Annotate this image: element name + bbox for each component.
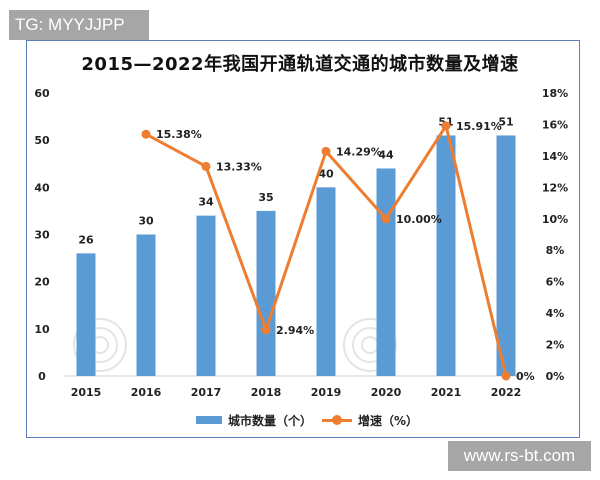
bar xyxy=(316,187,336,376)
right-axis-tick: 10% xyxy=(542,213,568,226)
bar-value-label: 44 xyxy=(378,148,394,161)
right-axis-tick: 0% xyxy=(546,370,565,383)
left-axis-tick: 20 xyxy=(34,276,50,289)
bar-value-label: 35 xyxy=(258,191,273,204)
right-axis-tick: 6% xyxy=(546,276,565,289)
x-axis-tick: 2017 xyxy=(191,386,222,399)
legend-line-swatch-icon xyxy=(322,414,353,426)
bar xyxy=(436,135,456,376)
right-y-axis: 0% 2% 4% 6% 8% 10% 12% 14% 16% 18% xyxy=(542,87,568,383)
right-axis-tick: 8% xyxy=(546,244,565,257)
bar-value-label: 26 xyxy=(78,233,94,246)
right-axis-tick: 14% xyxy=(542,150,568,163)
bar xyxy=(76,253,96,376)
chart-frame xyxy=(26,40,580,438)
right-axis-tick: 16% xyxy=(542,118,568,131)
watermark-tag-bottom: www.rs-bt.com xyxy=(448,441,591,471)
bar xyxy=(376,168,396,376)
bar-value-label: 40 xyxy=(318,167,334,180)
line-value-label: 13.33% xyxy=(216,160,262,173)
line-marker xyxy=(201,161,211,171)
watermark-tag-top: TG: MYYJJPP xyxy=(9,10,149,40)
x-axis-tick: 2018 xyxy=(251,386,282,399)
chart-legend: 城市数量（个） 增速（%） xyxy=(196,410,418,430)
line-value-label: 15.91% xyxy=(456,120,502,133)
left-axis-tick: 50 xyxy=(34,134,50,147)
x-axis-tick: 2022 xyxy=(491,386,522,399)
line-series: 15.38% 13.33% 2.94% 14.29% 10.00% 15.91% 0% xyxy=(141,120,535,383)
bar xyxy=(136,234,156,376)
bar-series: 2630343540445151 xyxy=(76,115,516,376)
right-axis-tick: 18% xyxy=(542,87,568,100)
bar xyxy=(496,135,516,376)
chart-title: 2015—2022年我国开通轨道交通的城市数量及增速 xyxy=(81,54,519,75)
line-marker xyxy=(501,371,511,381)
right-axis-tick: 4% xyxy=(546,307,565,320)
left-axis-tick: 30 xyxy=(34,229,50,242)
bar-value-label: 34 xyxy=(198,196,214,209)
watermark-logo-icon xyxy=(73,318,397,372)
legend-label-growth: 增速（%） xyxy=(358,413,419,428)
x-axis-tick: 2015 xyxy=(71,386,102,399)
left-axis-tick: 10 xyxy=(34,323,50,336)
legend-label-cities: 城市数量（个） xyxy=(228,413,313,428)
left-axis-tick: 0 xyxy=(38,370,46,383)
line-marker xyxy=(441,121,451,131)
right-axis-tick: 12% xyxy=(542,181,568,194)
bar xyxy=(256,210,276,376)
legend-bar-swatch-icon xyxy=(196,416,222,424)
line-marker xyxy=(381,214,391,224)
line-marker xyxy=(141,129,151,139)
line-value-label: 2.94% xyxy=(276,324,314,337)
line-value-label: 10.00% xyxy=(396,213,442,226)
bar-value-label: 51 xyxy=(498,115,513,128)
x-axis-labels: 2015 2016 2017 2018 2019 2020 2021 2022 xyxy=(71,386,522,399)
left-axis-tick: 40 xyxy=(34,181,50,194)
bar xyxy=(196,215,216,376)
x-axis-tick: 2021 xyxy=(431,386,462,399)
bar-value-label: 30 xyxy=(138,215,154,228)
left-axis-tick: 60 xyxy=(34,87,50,100)
x-axis-tick: 2019 xyxy=(311,386,342,399)
line-value-label: 15.38% xyxy=(156,128,202,141)
line-marker xyxy=(321,146,331,156)
line-value-label: 0% xyxy=(516,370,535,383)
left-y-axis: 0 10 20 30 40 50 60 xyxy=(34,87,50,383)
right-axis-tick: 2% xyxy=(546,339,565,352)
line-marker xyxy=(261,325,271,335)
x-axis-tick: 2020 xyxy=(371,386,402,399)
x-axis-tick: 2016 xyxy=(131,386,162,399)
line-value-label: 14.29% xyxy=(336,145,382,158)
